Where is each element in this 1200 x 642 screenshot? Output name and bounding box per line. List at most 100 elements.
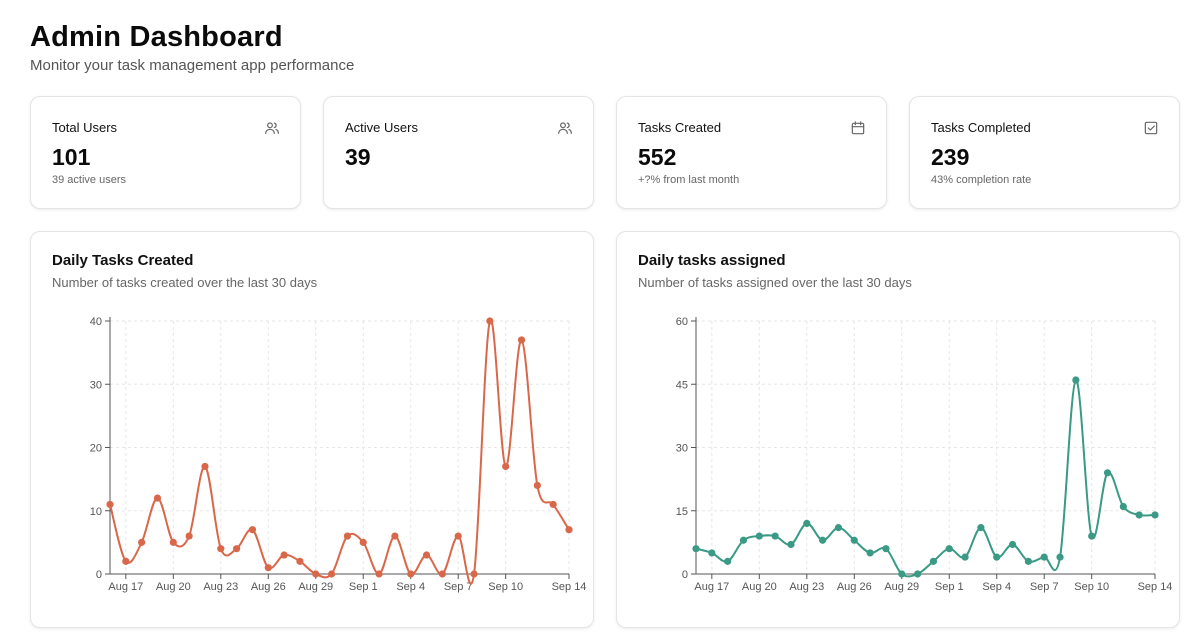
page-title: Admin Dashboard [30,21,283,53]
stat-label: Total Users [52,120,118,135]
data-point [787,540,795,549]
data-point [929,557,938,565]
data-point [422,551,431,559]
x-tick-label: Sep 14 [1138,581,1173,593]
data-point [327,570,336,578]
calendar-icon [851,121,865,135]
page-subtitle: Monitor your task management app perform… [30,57,355,74]
x-tick-label: Sep 4 [396,581,425,593]
y-tick-label: 0 [96,569,102,581]
stat-card-tasks-created: Tasks Created 552 +?% from last month [616,96,887,209]
data-point [771,532,779,540]
x-tick-label: Sep 1 [349,581,378,593]
data-point [248,526,257,534]
stat-subtext: 43% completion rate [931,174,1032,186]
stat-label: Tasks Created [638,120,722,135]
data-point [359,538,367,546]
y-tick-label: 30 [90,379,102,391]
data-point [708,549,716,557]
data-point [692,545,700,553]
x-tick-label: Sep 7 [1030,581,1059,593]
data-point [312,570,320,578]
tasks-assigned-line-chart: 0 15 30 45 60 Aug 17 Aug 20 Aug 23 Aug 26 Aug 29 S… [676,316,1173,593]
data-point [264,564,272,572]
stat-card-tasks-completed: Tasks Completed 239 43% completion rate [909,96,1180,209]
data-point [913,570,922,578]
stat-value: 239 [931,144,970,170]
data-point [819,536,827,544]
data-point [1088,532,1096,540]
data-point [1040,553,1048,561]
data-point [1151,511,1159,519]
chart-subtitle: Number of tasks created over the last 30… [52,275,318,290]
x-tick-label: Aug 20 [742,581,777,593]
data-point [502,462,510,471]
users-icon [265,122,279,134]
x-tick-label: Sep 10 [1074,581,1109,593]
x-tick-label: Sep 7 [444,581,473,593]
data-point [233,545,241,553]
data-point [169,538,177,546]
data-point [803,519,811,527]
data-point [533,481,541,490]
data-point [280,551,288,559]
data-point [882,545,890,553]
data-point [898,570,906,578]
stat-subtext: 39 active users [52,174,126,186]
data-point [185,532,193,540]
y-tick-label: 30 [676,443,688,455]
data-point [724,557,732,565]
x-tick-label: Sep 1 [935,581,964,593]
data-point [106,500,114,509]
x-tick-label: Aug 23 [789,581,824,593]
data-point [977,524,985,532]
data-point [454,532,462,540]
y-tick-label: 45 [676,379,688,391]
x-tick-label: Aug 17 [108,581,143,593]
y-tick-label: 10 [90,506,102,518]
stat-card-active-users: Active Users 39 [323,96,594,209]
x-tick-label: Aug 26 [251,581,286,593]
x-tick-label: Aug 29 [298,581,333,593]
series-line [695,379,1156,578]
data-point [486,317,494,325]
data-point [296,557,304,565]
x-tick-label: Aug 20 [156,581,191,593]
y-tick-label: 15 [676,506,688,518]
data-point [961,553,969,561]
data-point [375,570,383,578]
data-point [549,500,557,509]
data-point [755,532,763,540]
data-point [217,545,225,553]
data-point [201,462,209,471]
x-tick-label: Aug 17 [694,581,729,593]
data-point [438,570,446,578]
data-point [1135,511,1143,519]
data-point [850,536,858,544]
data-point [945,545,953,553]
data-point [1072,376,1080,384]
data-point [1119,502,1127,511]
data-point [153,494,162,502]
data-point [343,532,352,540]
x-tick-label: Aug 26 [837,581,872,593]
check-square-icon [1144,121,1158,135]
data-point [122,557,130,565]
data-point [565,526,573,534]
x-tick-label: Aug 23 [203,581,238,593]
tasks-created-line-chart: 0 10 20 30 40 Aug 17 Aug 20 Aug 23 Aug 26 Aug 29 S… [90,316,587,593]
data-point [138,538,146,546]
stat-card-total-users: Total Users 101 39 active users [30,96,301,209]
x-tick-label: Sep 14 [552,581,587,593]
y-tick-label: 60 [676,316,688,328]
y-tick-label: 40 [90,316,102,328]
data-point [407,570,415,578]
y-tick-label: 0 [682,569,688,581]
x-tick-label: Sep 4 [982,581,1011,593]
chart-title: Daily tasks assigned [638,252,786,269]
chart-card-tasks-assigned: Daily tasks assigned Number of tasks ass… [616,231,1180,628]
data-point [470,570,478,578]
stat-label: Tasks Completed [931,120,1031,135]
x-tick-label: Sep 10 [488,581,523,593]
data-point [993,553,1001,561]
